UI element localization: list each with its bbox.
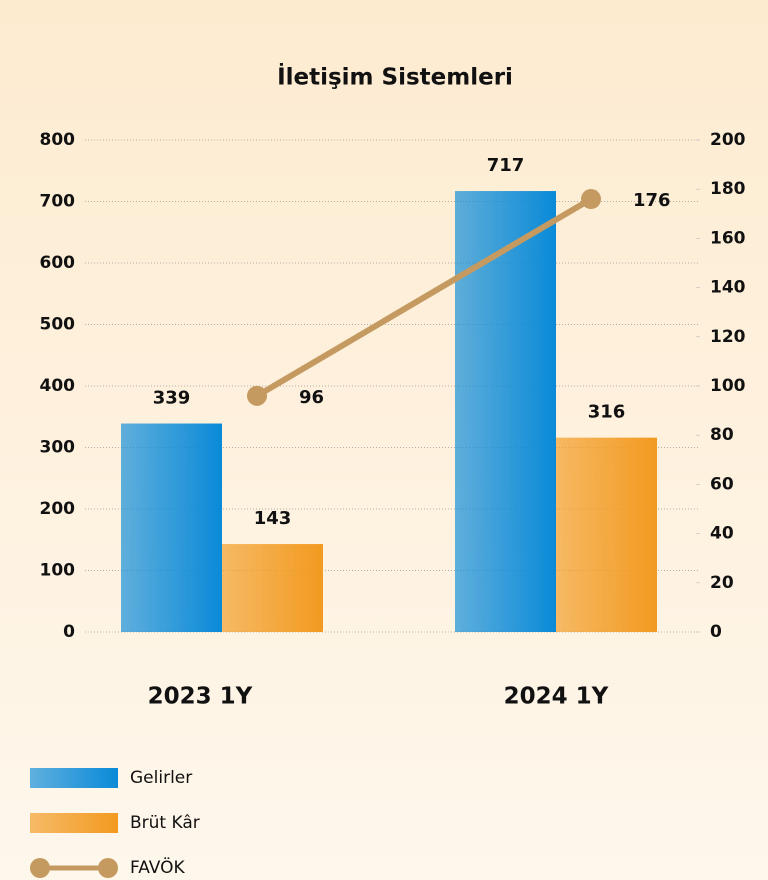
- line-point: [581, 189, 601, 210]
- y2-tick-label: 20: [710, 573, 734, 593]
- bar: [121, 423, 222, 632]
- y2-tick-label: 100: [710, 376, 746, 396]
- line-point: [247, 385, 267, 406]
- legend-label: FAVÖK: [130, 856, 185, 878]
- y2-tick-label: 120: [710, 327, 746, 347]
- data-label: 717: [487, 155, 525, 176]
- y-tick-label: 700: [40, 192, 76, 212]
- data-label: 96: [299, 387, 324, 408]
- line: [255, 196, 593, 399]
- data-label: 176: [633, 190, 671, 211]
- y-tick-label: 0: [63, 622, 75, 642]
- y2-tick-label: 0: [710, 622, 722, 642]
- legend-swatch: [30, 768, 118, 788]
- y-tick-label: 800: [40, 130, 76, 150]
- x-tick-label: 2024 1Y: [504, 684, 609, 710]
- y2-tick-label: 200: [710, 130, 746, 150]
- y-tick-label: 400: [40, 376, 76, 396]
- y-tick-label: 600: [40, 253, 76, 273]
- x-tick-label: 2023 1Y: [148, 684, 253, 710]
- data-label: 316: [588, 402, 626, 423]
- legend-swatch: [30, 813, 118, 833]
- bar: [222, 544, 323, 632]
- y-tick-label: 500: [40, 315, 76, 335]
- y2-tick-label: 160: [710, 228, 746, 248]
- data-label: 339: [153, 388, 191, 409]
- chart-title: İletişim Sistemleri: [277, 63, 513, 91]
- y2-tick-label: 180: [710, 179, 746, 199]
- y2-tick-label: 140: [710, 278, 746, 298]
- bar: [455, 191, 556, 633]
- y2-tick-label: 80: [710, 425, 734, 445]
- legend-label: Brüt Kâr: [130, 813, 200, 833]
- y-tick-label: 300: [40, 438, 76, 458]
- legend-dot: [98, 858, 118, 878]
- y-tick-label: 200: [40, 499, 76, 519]
- legend-dot: [30, 858, 50, 878]
- bar: [556, 437, 657, 632]
- y2-tick-label: 60: [710, 474, 734, 494]
- legend-label: Gelirler: [130, 768, 192, 788]
- data-label: 143: [254, 508, 292, 529]
- y-tick-label: 100: [40, 561, 76, 581]
- y2-tick-label: 40: [710, 524, 734, 544]
